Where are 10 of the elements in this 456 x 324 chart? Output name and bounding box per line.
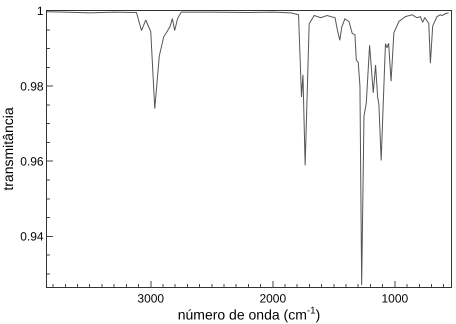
x-tick-label: 3000: [137, 291, 164, 306]
y-tick-label: 0.96: [20, 154, 44, 168]
x-tick-label: 1000: [382, 291, 409, 306]
y-tick-label: 1: [36, 4, 44, 18]
y-axis-title: transmitância: [0, 107, 16, 191]
x-tick-label: 2000: [259, 291, 286, 306]
y-tick-label: 0.98: [20, 79, 44, 94]
x-axis-title: número de onda (cm$^{-1}$): [178, 305, 320, 322]
line-series: [47, 11, 450, 286]
y-tick-label: 0.94: [20, 230, 44, 244]
